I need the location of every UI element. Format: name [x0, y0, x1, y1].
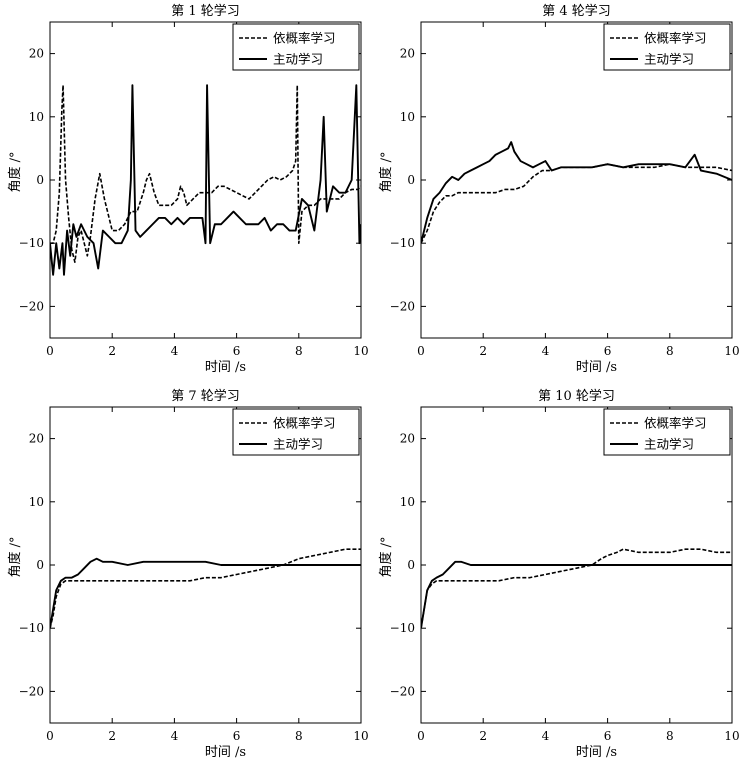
x-tick-label: 4 [171, 729, 179, 743]
chart-panel-2: 第 4 轮学习 0 2 4 6 8 10 −20 −10 0 10 20 时间 /s 角度 /° 依概率学习… [378, 3, 740, 375]
x-tick-label: 4 [171, 344, 179, 358]
legend-box [232, 408, 360, 456]
y-axis-label: 角度 /° [7, 151, 23, 192]
y-tick-label: 0 [407, 558, 415, 572]
x-tick-label: 10 [724, 729, 739, 743]
y-axis-label: 角度 /° [7, 536, 23, 577]
x-tick-label: 0 [46, 729, 54, 743]
y-tick-label: −10 [390, 236, 415, 250]
x-tick-label: 8 [666, 344, 674, 358]
y-tick-label: 10 [29, 495, 44, 509]
x-axis-label: 时间 /s [576, 360, 617, 375]
y-tick-label: −20 [390, 299, 415, 313]
x-tick-label: 6 [233, 729, 241, 743]
legend-label: 依概率学习 [644, 31, 707, 46]
chart-panel-4: 第 10 轮学习 0 2 4 6 8 10 −20 −10 0 10 20 时间 /s 角度 /° 依概率学… [378, 388, 740, 760]
x-tick-label: 0 [417, 344, 425, 358]
legend-label: 依概率学习 [644, 416, 707, 431]
y-tick-label: 0 [36, 558, 44, 572]
series-line-probabilistic [50, 84, 361, 263]
y-tick-label: 20 [400, 47, 415, 61]
y-tick-label: 10 [400, 110, 415, 124]
series-line-active [50, 557, 361, 629]
series-line-probabilistic [421, 163, 732, 244]
x-axis-label: 时间 /s [576, 745, 617, 760]
x-tick-label: 8 [666, 729, 674, 743]
chart-panel-3: 第 7 轮学习 0 2 4 6 8 10 −20 −10 0 10 20 时间 /s 角度 /° 依概率学习… [7, 388, 369, 760]
series-line-probabilistic [421, 548, 732, 629]
legend-label: 依概率学习 [273, 416, 336, 431]
x-tick-label: 6 [604, 729, 612, 743]
y-tick-label: −20 [390, 684, 415, 698]
x-tick-label: 10 [724, 344, 739, 358]
y-tick-label: 20 [400, 432, 415, 446]
legend-label: 主动学习 [644, 52, 694, 67]
x-tick-label: 10 [353, 344, 368, 358]
x-tick-label: 4 [542, 344, 550, 358]
legend-label: 主动学习 [273, 437, 323, 452]
y-tick-label: −10 [19, 621, 44, 635]
y-tick-label: 0 [36, 173, 44, 187]
x-tick-label: 4 [542, 729, 550, 743]
x-axis-label: 时间 /s [205, 360, 246, 375]
panel-title: 第 4 轮学习 [542, 3, 611, 19]
x-tick-label: 2 [108, 344, 116, 358]
y-tick-label: 10 [29, 110, 44, 124]
x-tick-label: 6 [604, 344, 612, 358]
x-tick-label: 8 [295, 344, 303, 358]
y-tick-label: 20 [29, 432, 44, 446]
x-tick-label: 2 [479, 344, 487, 358]
panel-title: 第 10 轮学习 [538, 388, 615, 404]
series-line-active [421, 560, 732, 629]
x-tick-label: 8 [295, 729, 303, 743]
x-tick-label: 0 [46, 344, 54, 358]
x-tick-label: 0 [417, 729, 425, 743]
series-line-probabilistic [50, 548, 361, 629]
legend-box [603, 408, 731, 456]
y-tick-label: −10 [390, 621, 415, 635]
series-line-active [50, 84, 361, 276]
y-axis-label: 角度 /° [378, 536, 394, 577]
legend-label: 主动学习 [644, 437, 694, 452]
y-tick-label: −10 [19, 236, 44, 250]
legend-label: 依概率学习 [273, 31, 336, 46]
series-line-active [421, 141, 732, 244]
y-tick-label: 10 [400, 495, 415, 509]
x-axis-label: 时间 /s [205, 745, 246, 760]
panel-title: 第 7 轮学习 [171, 388, 240, 404]
y-tick-label: −20 [19, 299, 44, 313]
panel-title: 第 1 轮学习 [171, 3, 240, 19]
y-axis-label: 角度 /° [378, 151, 394, 192]
legend-label: 主动学习 [273, 52, 323, 67]
y-tick-label: −20 [19, 684, 44, 698]
legend-box [603, 23, 731, 71]
chart-panel-1: 第 1 轮学习 0 2 4 6 8 10 −20 −10 0 10 20 时间 /s 角度 /° 依概率学习… [7, 3, 369, 375]
y-tick-label: 0 [407, 173, 415, 187]
y-tick-label: 20 [29, 47, 44, 61]
x-tick-label: 2 [479, 729, 487, 743]
x-tick-label: 6 [233, 344, 241, 358]
x-tick-label: 10 [353, 729, 368, 743]
x-tick-label: 2 [108, 729, 116, 743]
legend-box [232, 23, 360, 71]
